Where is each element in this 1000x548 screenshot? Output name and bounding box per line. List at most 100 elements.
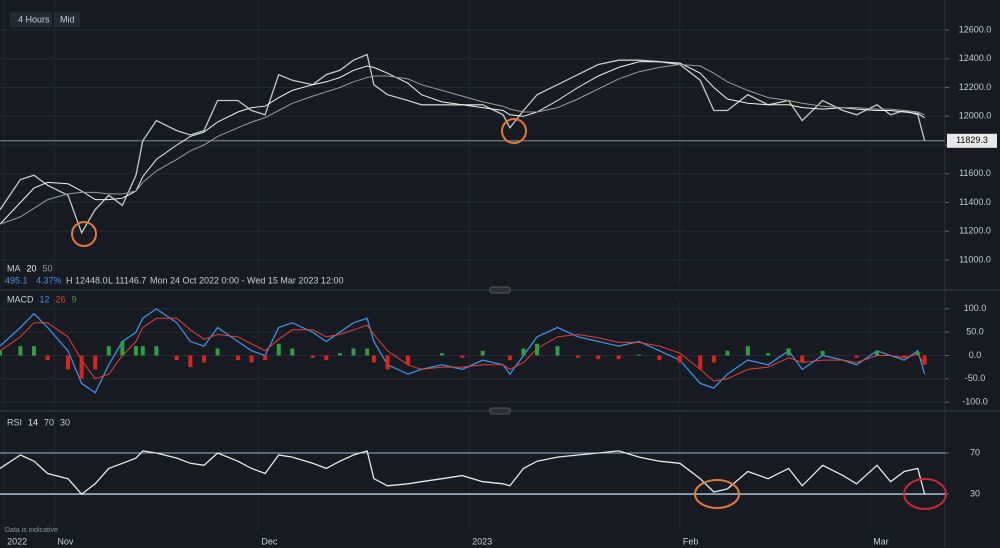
histogram-bar — [480, 350, 485, 356]
histogram-bar — [902, 355, 907, 358]
y-tick-label: 12600.0 — [959, 24, 992, 34]
histogram-bar — [337, 353, 342, 356]
highlight-circle — [501, 118, 527, 144]
histogram-bar — [657, 355, 662, 361]
interval-button[interactable] — [10, 12, 52, 27]
histogram-bar — [820, 350, 825, 356]
panel-handle[interactable] — [489, 407, 511, 415]
histogram-bar — [133, 346, 138, 356]
histogram-bar — [616, 355, 621, 360]
y-tick-label: 12000.0 — [959, 111, 992, 121]
legend-entry: 26 — [56, 294, 66, 304]
series-line — [0, 317, 926, 382]
x-tick-label: Mar — [873, 536, 889, 546]
high: H 12448.0 — [66, 275, 108, 285]
y-tick-label: 12400.0 — [959, 53, 992, 63]
x-tick-label: 2023 — [472, 536, 492, 546]
histogram-bar — [786, 348, 791, 356]
histogram-bar — [535, 343, 540, 356]
histogram-bar — [854, 355, 859, 358]
y-tick-label: 100.0 — [964, 303, 987, 313]
histogram-bar — [575, 355, 580, 358]
histogram-bar — [677, 355, 682, 363]
histogram-bar — [351, 348, 356, 356]
histogram-bar — [365, 348, 370, 356]
histogram-bar — [174, 355, 179, 361]
indicator-label: MA — [7, 263, 21, 273]
histogram-bar — [915, 352, 920, 356]
y-tick-label: -50.0 — [965, 373, 986, 383]
histogram-bar — [596, 355, 601, 360]
histogram-bar — [188, 355, 193, 368]
y-tick-label: 11200.0 — [959, 226, 991, 236]
histogram-bar — [201, 355, 206, 363]
y-tick-label: -100.0 — [962, 396, 988, 406]
histogram-bar — [290, 348, 295, 356]
histogram-bar — [324, 355, 329, 361]
histogram-bar — [93, 355, 98, 370]
legend-entry: 20 — [27, 263, 37, 273]
panel-handle[interactable] — [489, 286, 511, 294]
histogram-bar — [65, 355, 70, 370]
histogram-bar — [276, 343, 281, 356]
y-tick-label: 11600.0 — [959, 168, 991, 178]
price-type[interactable]: Mid — [60, 14, 75, 24]
date-range: Mon 24 Oct 2022 0:00 - Wed 15 Mar 2023 1… — [150, 275, 343, 285]
histogram-bar — [215, 348, 220, 356]
histogram-bar — [875, 350, 880, 356]
legend-entry: 14 — [28, 417, 38, 427]
y-tick-label: 11000.0 — [959, 254, 991, 264]
histogram-bar — [405, 355, 410, 365]
price-type-button[interactable] — [54, 12, 80, 27]
histogram-bar — [45, 355, 50, 361]
y-tick-label: 30 — [970, 488, 980, 498]
histogram-bar — [800, 355, 805, 363]
level-label: 70 — [44, 417, 54, 427]
histogram-bar — [120, 341, 125, 356]
disclaimer: Data is indicative — [5, 527, 58, 534]
series-line — [0, 61, 925, 225]
change-percent: 4.37% — [36, 275, 62, 285]
highlight-circle — [903, 478, 947, 510]
legend-entry: 12 — [40, 294, 50, 304]
histogram-bar — [310, 355, 315, 358]
histogram-bar — [922, 355, 927, 365]
histogram-bar — [18, 346, 23, 356]
series-line — [0, 450, 926, 495]
x-tick-label: 2022 — [7, 536, 27, 546]
histogram-bar — [263, 355, 268, 361]
x-tick-label: Feb — [683, 536, 699, 546]
legend-entry: 9 — [72, 294, 77, 304]
annotations — [71, 118, 947, 510]
histogram-bar — [385, 355, 390, 370]
y-tick-label: 11400.0 — [959, 197, 991, 207]
histogram-bar — [521, 348, 526, 356]
last-price-label: 11829.3 — [956, 135, 988, 145]
series-line — [0, 63, 925, 225]
last-price-box — [947, 133, 997, 148]
y-tick-label: 50.0 — [966, 327, 984, 337]
histogram-bar — [154, 346, 159, 356]
highlight-circle — [71, 221, 97, 247]
x-tick-label: Nov — [57, 536, 74, 546]
histogram-bar — [249, 355, 254, 363]
histogram-bar — [140, 346, 145, 356]
histogram-bar — [235, 355, 240, 361]
low: L 11146.7 — [108, 275, 146, 285]
histogram-bar — [637, 354, 642, 356]
y-tick-label: 12200.0 — [959, 82, 992, 92]
y-tick-label: 0.0 — [969, 350, 982, 360]
histogram-bar — [371, 355, 376, 363]
histogram-bar — [725, 350, 730, 356]
histogram-bar — [79, 355, 84, 379]
histogram-bar — [460, 355, 465, 358]
histogram-bar — [507, 355, 512, 361]
level-label: 30 — [60, 417, 70, 427]
histogram-bar — [698, 355, 703, 370]
x-tick-label: Dec — [261, 536, 278, 546]
legend-entry: 50 — [43, 263, 53, 273]
interval[interactable]: 4 Hours — [18, 14, 50, 24]
